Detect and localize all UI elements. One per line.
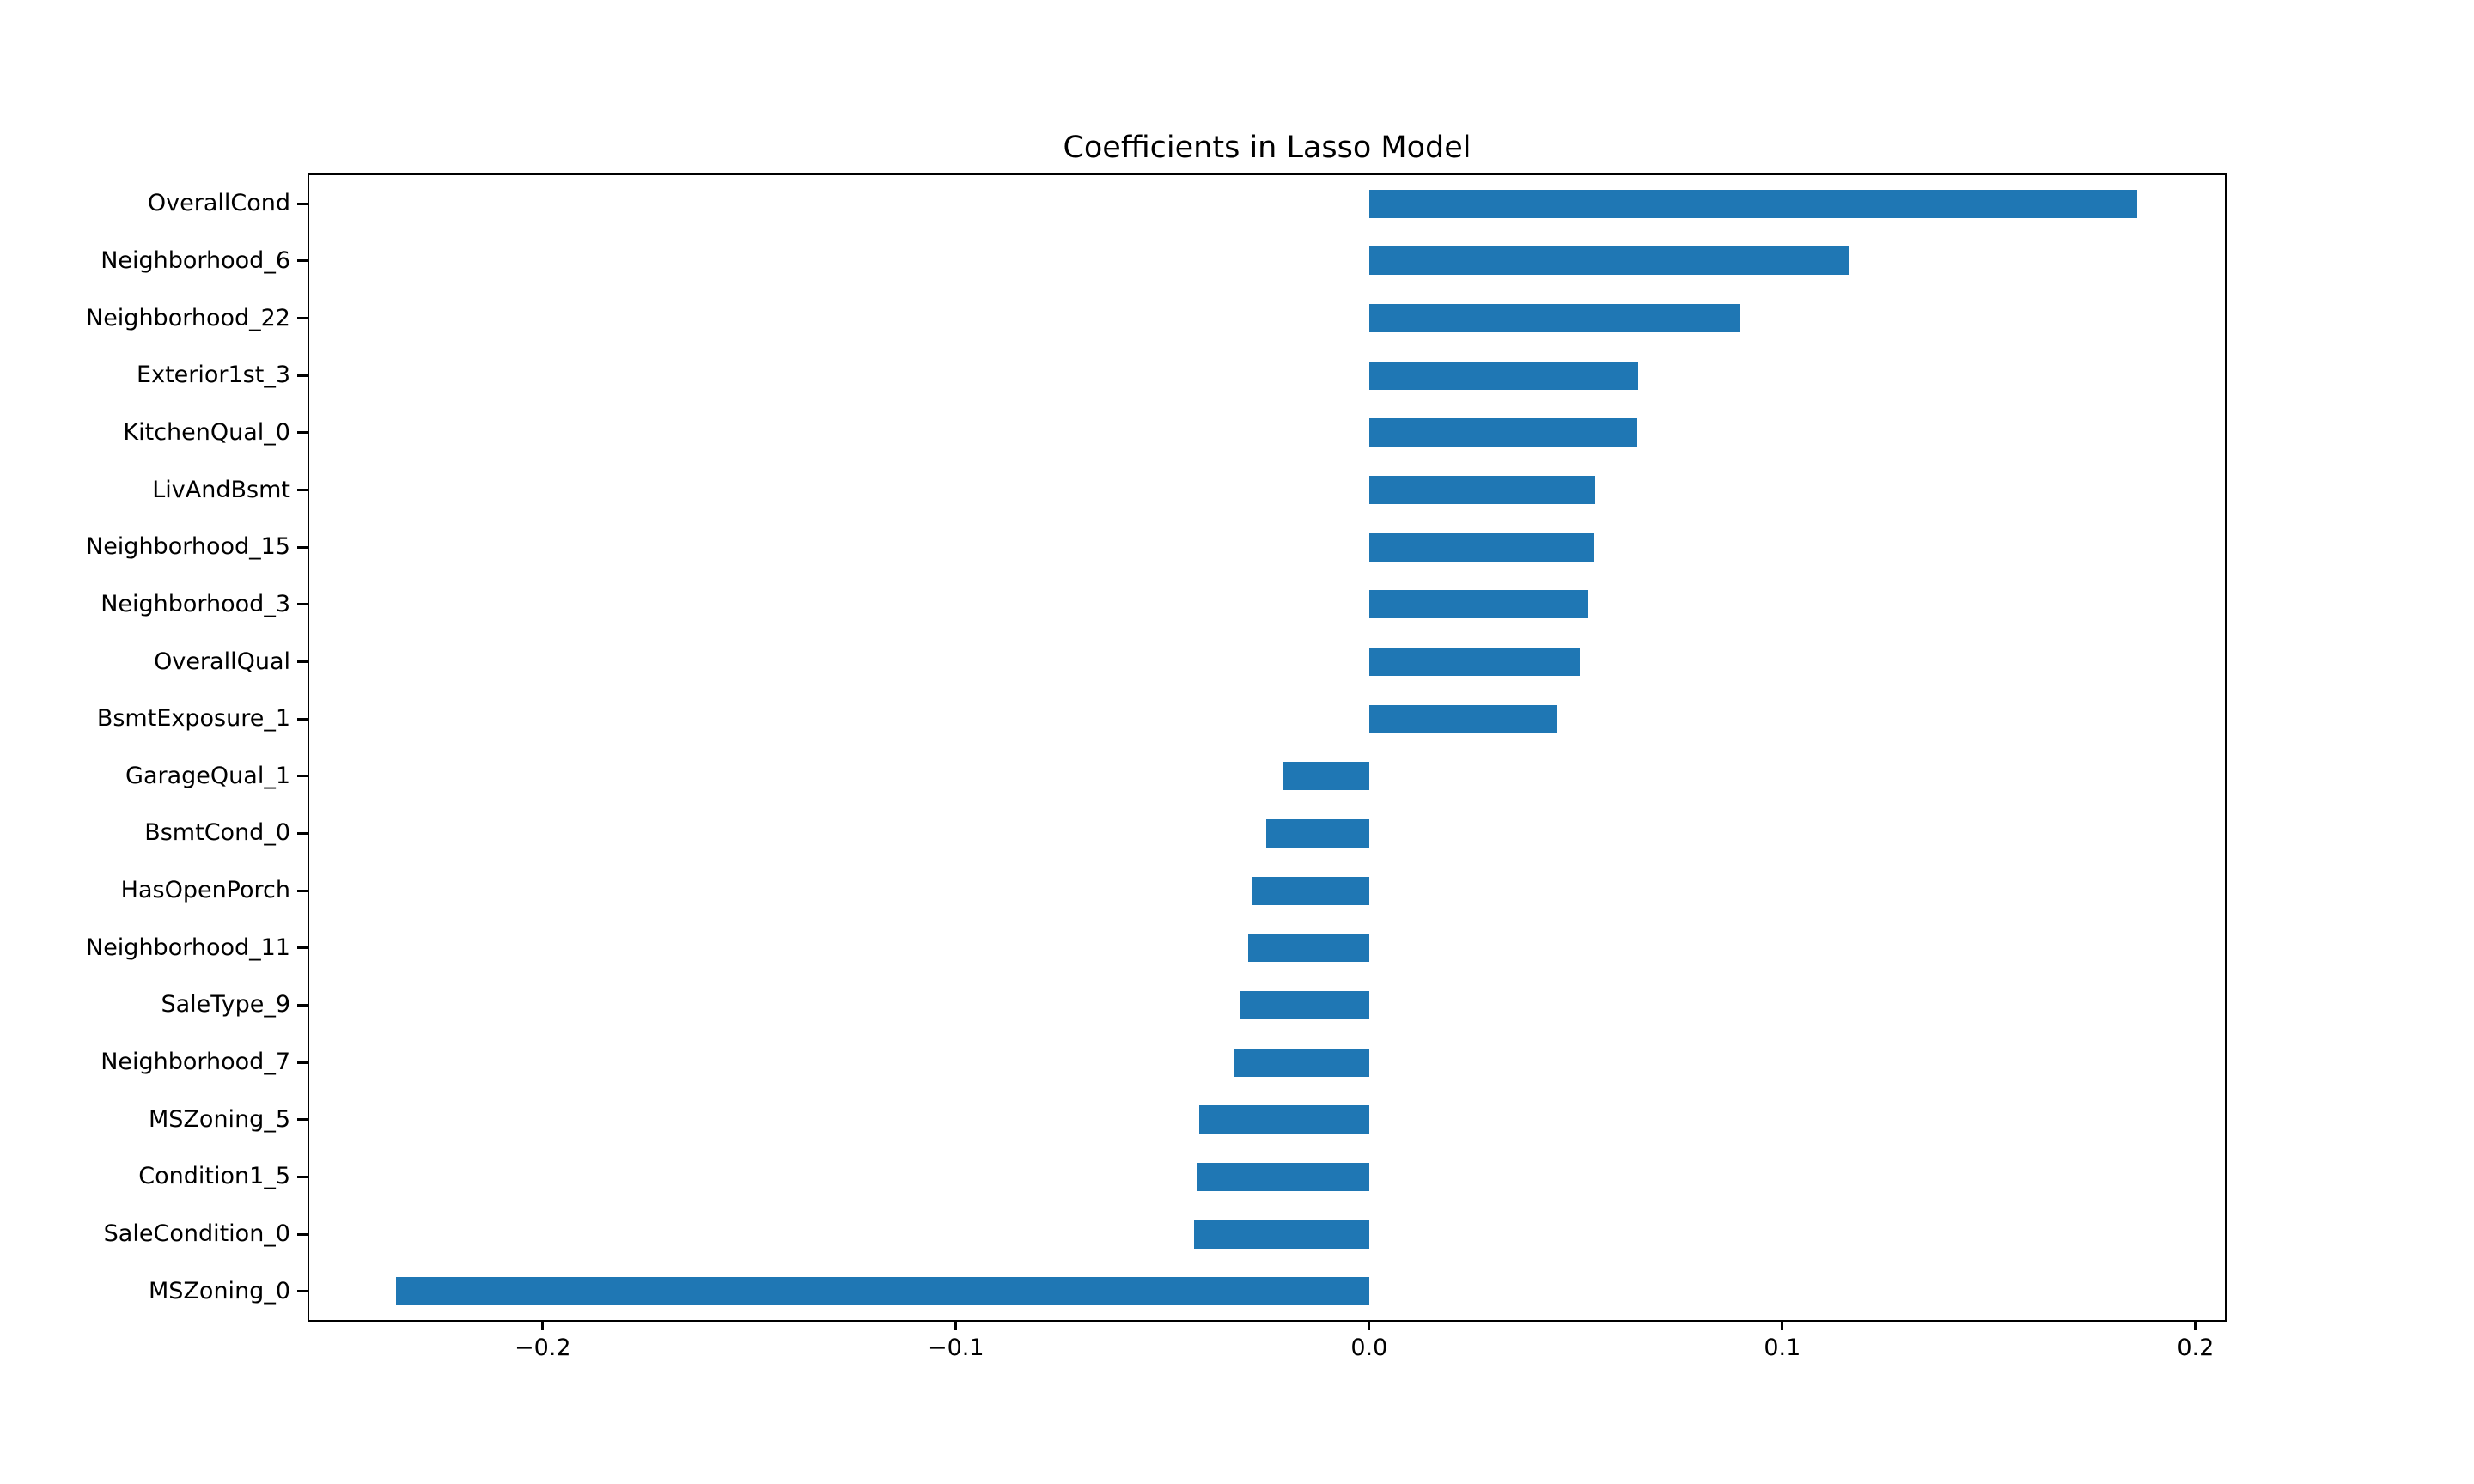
bar-Neighborhood_15 bbox=[1368, 532, 1595, 562]
bar-Neighborhood_11 bbox=[1247, 934, 1369, 963]
y-tick-mark bbox=[297, 374, 308, 377]
x-tick-mark bbox=[1781, 1320, 1784, 1330]
y-tick-label: Neighborhood_6 bbox=[101, 246, 290, 274]
y-tick-mark bbox=[297, 1232, 308, 1236]
bar-HasOpenPorch bbox=[1252, 876, 1369, 905]
y-tick-label: Neighborhood_15 bbox=[86, 533, 290, 561]
y-tick-mark bbox=[297, 775, 308, 778]
y-tick-label: SaleType_9 bbox=[161, 991, 291, 1019]
y-tick-mark bbox=[297, 660, 308, 664]
bar-Neighborhood_6 bbox=[1368, 246, 1849, 276]
y-tick-label: BsmtCond_0 bbox=[144, 819, 290, 847]
bar-SaleCondition_0 bbox=[1194, 1219, 1369, 1249]
y-tick-mark bbox=[297, 317, 308, 320]
y-tick-label: KitchenQual_0 bbox=[123, 418, 290, 446]
y-tick-mark bbox=[297, 1290, 308, 1293]
x-tick-mark bbox=[954, 1320, 958, 1330]
y-tick-label: SaleCondition_0 bbox=[103, 1220, 290, 1248]
y-tick-mark bbox=[297, 259, 308, 263]
bar-LivAndBsmt bbox=[1368, 476, 1596, 505]
y-tick-label: Neighborhood_3 bbox=[101, 590, 290, 617]
y-tick-mark bbox=[297, 489, 308, 492]
x-tick-label: 0.0 bbox=[1350, 1335, 1388, 1361]
y-tick-label: OverallQual bbox=[154, 648, 290, 675]
x-tick-mark bbox=[541, 1320, 545, 1330]
y-tick-label: Neighborhood_11 bbox=[86, 934, 290, 961]
y-tick-label: HasOpenPorch bbox=[120, 877, 290, 904]
y-tick-label: OverallCond bbox=[147, 190, 290, 217]
y-tick-label: Condition1_5 bbox=[138, 1163, 290, 1190]
y-tick-label: Neighborhood_22 bbox=[86, 304, 290, 331]
y-tick-mark bbox=[297, 1175, 308, 1178]
y-tick-mark bbox=[297, 1118, 308, 1122]
x-tick-label: −0.2 bbox=[514, 1335, 571, 1361]
y-tick-mark bbox=[297, 545, 308, 549]
y-tick-mark bbox=[297, 603, 308, 606]
y-tick-mark bbox=[297, 431, 308, 435]
bar-SaleType_9 bbox=[1240, 990, 1369, 1019]
x-tick-mark bbox=[2194, 1320, 2197, 1330]
y-tick-label: MSZoning_0 bbox=[149, 1277, 290, 1305]
y-tick-label: GarageQual_1 bbox=[125, 762, 290, 789]
x-tick-label: −0.1 bbox=[928, 1335, 984, 1361]
bar-BsmtCond_0 bbox=[1265, 818, 1369, 848]
bar-Neighborhood_7 bbox=[1233, 1048, 1369, 1077]
bar-Exterior1st_3 bbox=[1368, 361, 1638, 390]
y-tick-mark bbox=[297, 202, 308, 205]
y-tick-mark bbox=[297, 1003, 308, 1007]
x-tick-mark bbox=[1368, 1320, 1371, 1330]
x-tick-label: 0.2 bbox=[2177, 1335, 2215, 1361]
y-tick-mark bbox=[297, 946, 308, 950]
chart-title: Coefficients in Lasso Model bbox=[1063, 131, 1472, 165]
bar-Condition1_5 bbox=[1196, 1162, 1369, 1191]
y-tick-label: MSZoning_5 bbox=[149, 1105, 290, 1133]
plot-inner bbox=[309, 175, 2225, 1320]
y-tick-mark bbox=[297, 717, 308, 721]
y-tick-mark bbox=[297, 831, 308, 835]
bar-MSZoning_5 bbox=[1198, 1105, 1369, 1134]
y-tick-label: BsmtExposure_1 bbox=[96, 705, 290, 733]
x-tick-label: 0.1 bbox=[1764, 1335, 1801, 1361]
bar-MSZoning_0 bbox=[396, 1277, 1369, 1306]
plot-area bbox=[308, 173, 2227, 1322]
bar-GarageQual_1 bbox=[1283, 762, 1369, 791]
y-tick-label: Exterior1st_3 bbox=[137, 362, 290, 389]
y-tick-mark bbox=[297, 889, 308, 892]
bar-Neighborhood_3 bbox=[1368, 590, 1588, 619]
bar-BsmtExposure_1 bbox=[1368, 704, 1558, 733]
y-tick-mark bbox=[297, 1061, 308, 1064]
bar-OverallCond bbox=[1368, 189, 2138, 218]
y-tick-label: Neighborhood_7 bbox=[101, 1049, 290, 1076]
bar-KitchenQual_0 bbox=[1368, 418, 1638, 447]
y-tick-label: LivAndBsmt bbox=[152, 476, 290, 503]
bar-OverallQual bbox=[1368, 648, 1580, 677]
bar-Neighborhood_22 bbox=[1368, 304, 1740, 333]
